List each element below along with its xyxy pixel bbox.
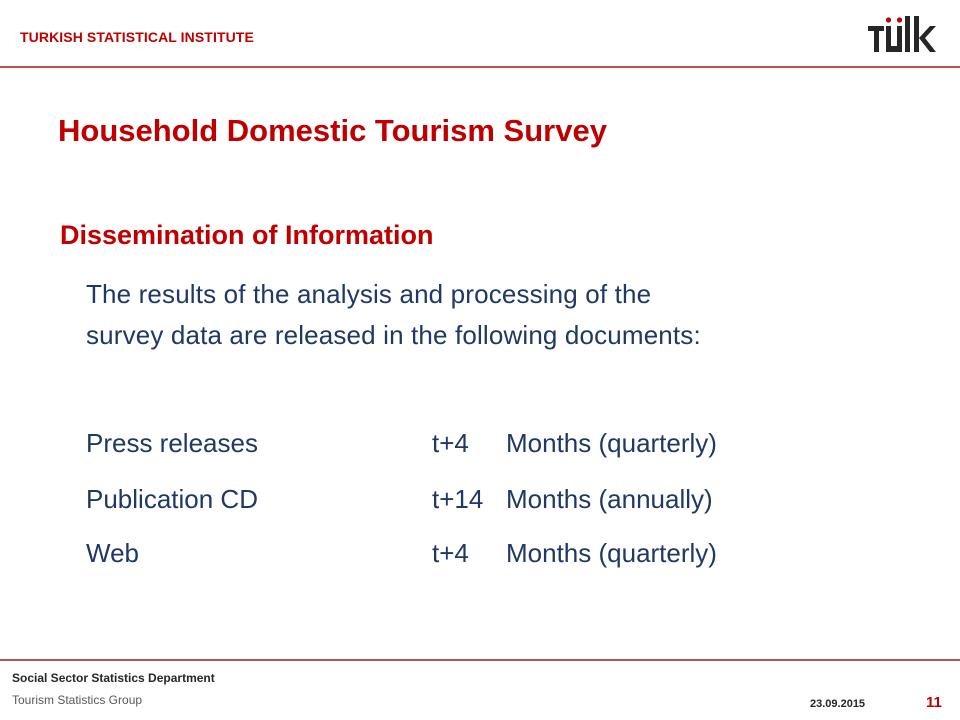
document-lag: t+4 — [432, 538, 469, 568]
intro-paragraph: The results of the analysis and processi… — [86, 274, 926, 356]
document-name: Press releases — [86, 428, 258, 458]
document-lag: t+14 — [432, 484, 484, 514]
footer-department: Social Sector Statistics Department — [12, 671, 215, 685]
document-name: Web — [86, 538, 139, 568]
slide-title: Household Domestic Tourism Survey — [58, 113, 607, 148]
intro-line: The results of the analysis and processi… — [86, 279, 652, 309]
document-frequency: Months (quarterly) — [506, 428, 717, 458]
document-frequency: Months (annually) — [506, 484, 713, 514]
footer-date: 23.09.2015 — [810, 698, 866, 710]
document-lag: t+4 — [432, 428, 469, 458]
tuik-logo-icon — [868, 16, 936, 52]
document-frequency: Months (quarterly) — [506, 538, 717, 568]
intro-line: survey data are released in the followin… — [86, 320, 701, 350]
page-number: 11 — [926, 694, 942, 711]
header-divider — [0, 66, 960, 68]
footer-divider — [0, 659, 960, 661]
header-institute-name: TURKISH STATISTICAL INSTITUTE — [20, 29, 254, 45]
document-name: Publication CD — [86, 484, 258, 514]
section-subtitle: Dissemination of Information — [60, 220, 434, 250]
footer-group: Tourism Statistics Group — [12, 693, 143, 707]
